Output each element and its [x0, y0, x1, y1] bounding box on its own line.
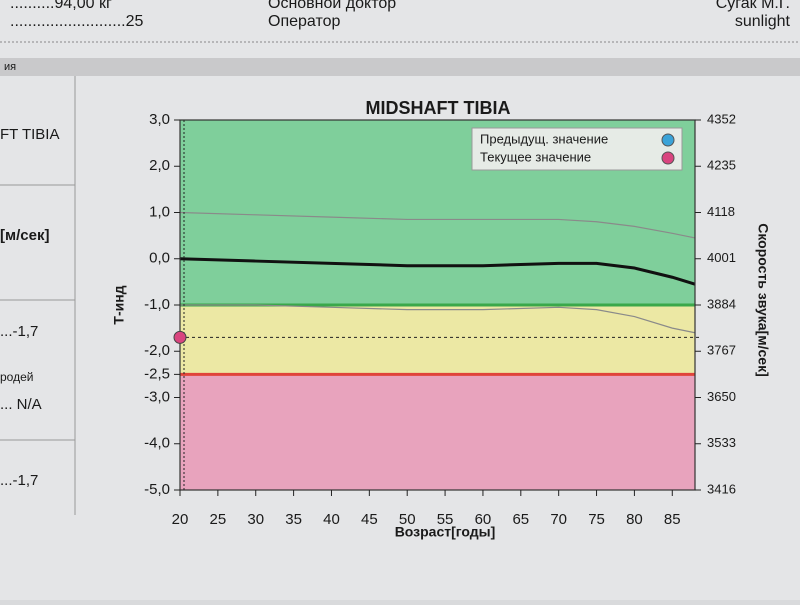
- y2-tick-label: 3416: [707, 481, 736, 496]
- y-tick-label: 2,0: [149, 157, 170, 174]
- y-tick-label: -1,0: [144, 296, 170, 313]
- zone: [180, 374, 695, 490]
- legend-label: Предыдущ. значение: [480, 131, 608, 146]
- y-tick-label: -3,0: [144, 388, 170, 405]
- x-tick-label: 75: [588, 511, 605, 528]
- y2-tick-label: 3884: [707, 296, 736, 311]
- zone: [180, 305, 695, 375]
- y-tick-label: 3,0: [149, 111, 170, 128]
- y2-tick-label: 3650: [707, 389, 736, 404]
- doc-label: Основной доктор: [268, 0, 396, 12]
- legend-label: Текущее значение: [480, 149, 591, 164]
- reference-line: [179, 211, 696, 239]
- y2-tick-label: 3767: [707, 343, 736, 358]
- chart-title: MIDSHAFT TIBIA: [366, 98, 511, 118]
- y2-tick-label: 4235: [707, 158, 736, 173]
- x-tick-label: 80: [626, 511, 643, 528]
- y-tick-label: -4,0: [144, 435, 170, 452]
- legend-swatch: [661, 133, 675, 147]
- x-tick-label: 65: [512, 511, 529, 528]
- x-tick-label: 85: [664, 511, 681, 528]
- doc-text: ..........94,00 кг: [10, 0, 112, 12]
- reference-line: [180, 304, 696, 334]
- doc-text: ..........................25: [10, 13, 143, 30]
- x-tick-label: 60: [475, 511, 492, 528]
- y-tick-label: -2,5: [144, 365, 170, 382]
- x-tick-label: 45: [361, 511, 378, 528]
- panel-text: ...-1,7: [0, 472, 38, 489]
- y-tick-label: -2,0: [144, 342, 170, 359]
- y2-tick-label: 4118: [707, 204, 735, 219]
- y2-tick-label: 3533: [707, 435, 736, 450]
- doc-label: Оператор: [268, 13, 341, 30]
- panel-text: родей: [0, 370, 33, 384]
- legend-box: [471, 127, 683, 171]
- x-axis-label: Возраст[годы]: [395, 524, 496, 540]
- reference-line: [179, 257, 696, 286]
- x-tick-label: 30: [247, 511, 264, 528]
- y-tick-label: -5,0: [144, 481, 170, 498]
- y-tick-label: 0,0: [149, 250, 170, 267]
- x-tick-label: 35: [285, 511, 302, 528]
- y-tick-label: 1,0: [149, 203, 170, 220]
- x-tick-label: 70: [550, 511, 567, 528]
- x-tick-label: 40: [323, 511, 340, 528]
- marker: [173, 330, 187, 344]
- panel-text: FT TIBIA: [0, 126, 59, 143]
- chart: 3,0 2,0 1,0 0,0 -1,0 -2,0 -2,5 -3,0 -4,0 -5,0 4352…: [111, 98, 772, 540]
- panel-text: ...-1,7: [0, 323, 38, 340]
- band-text: ия: [4, 61, 16, 73]
- legend-swatch: [661, 151, 675, 165]
- x-tick-label: 50: [399, 511, 416, 528]
- panel-text: ... N/A: [0, 396, 42, 413]
- y2-tick-label: 4001: [707, 250, 736, 265]
- doc-value: Сугак М.Г.: [716, 0, 790, 12]
- x-tick-label: 55: [437, 511, 454, 528]
- y2-tick-label: 4352: [707, 111, 736, 126]
- panel-text: [м/сек]: [0, 227, 49, 244]
- y2-axis-label: Скорость звука[м/сек]: [755, 223, 771, 377]
- x-tick-label: 20: [172, 511, 189, 528]
- x-tick-label: 25: [210, 511, 227, 528]
- y-axis-label: Т-инд: [111, 285, 127, 324]
- doc-value: sunlight: [735, 13, 791, 30]
- header-band: [0, 58, 800, 76]
